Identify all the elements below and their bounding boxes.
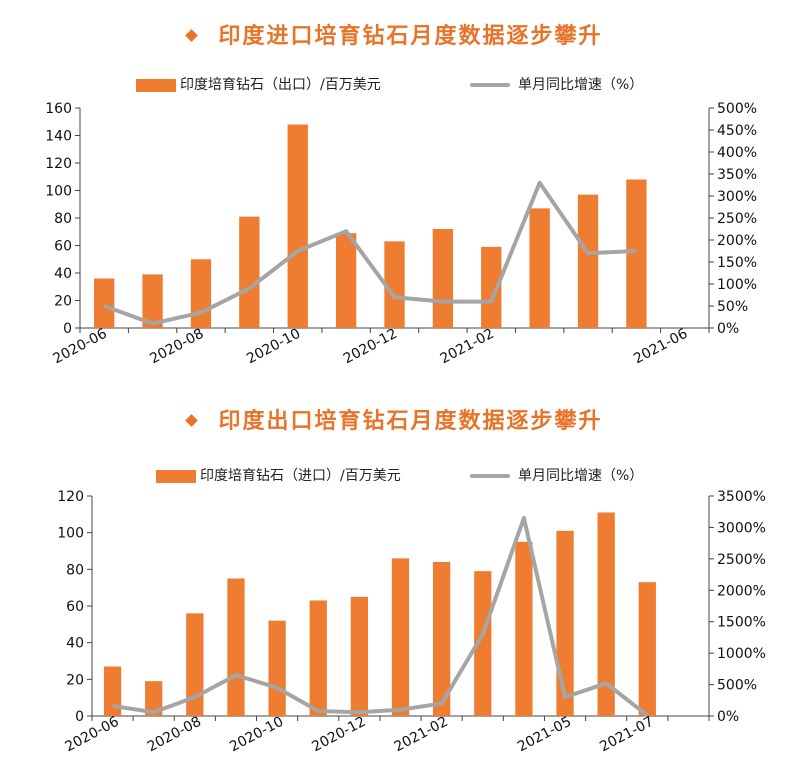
right-tick-label: 0%	[717, 709, 739, 725]
legend-bar: 印度培育钻石（进口）/百万美元	[156, 465, 401, 485]
chart-title: 印度出口培育钻石月度数据逐步攀升	[0, 403, 790, 435]
bar	[186, 613, 204, 716]
left-tick-label: 40	[54, 266, 72, 282]
plot-area: 0 20 40 60 80 100 120 0% 500% 1000% 1500% 2000% 2500…	[57, 489, 766, 755]
left-tick-label: 80	[66, 562, 84, 578]
bar	[529, 208, 550, 328]
bar	[577, 194, 599, 328]
left-tick-label: 160	[45, 101, 72, 117]
growth-line	[112, 516, 649, 717]
legend-bar-label: 印度培育钻石（进口）/百万美元	[200, 468, 401, 484]
legend-line: 单月同比增速（%）	[470, 465, 643, 485]
chart-title: 印度进口培育钻石月度数据逐步攀升	[0, 18, 790, 50]
chart-india-import: 印度进口培育钻石月度数据逐步攀升 印度培育钻石（出口）/百万美元 单月同比增速（…	[0, 0, 790, 385]
right-tick-label: 100%	[717, 277, 757, 293]
legend-line: 单月同比增速（%）	[470, 74, 643, 94]
right-tick-label: 2500%	[717, 552, 766, 568]
bar	[94, 278, 115, 328]
right-tick-label: 1000%	[717, 646, 766, 662]
right-tick-label: 400%	[717, 145, 757, 161]
right-tick-label: 2000%	[717, 583, 766, 599]
left-tick-label: 100	[45, 184, 72, 200]
right-tick-label: 350%	[717, 167, 757, 183]
bar	[309, 600, 327, 716]
left-tick-label: 140	[45, 129, 72, 145]
bar	[384, 241, 405, 328]
left-tick-label: 60	[66, 599, 84, 615]
left-tick-label: 20	[54, 294, 72, 310]
legend: 印度培育钻石（出口）/百万美元 单月同比增速（%）	[0, 74, 790, 98]
right-tick-label: 0%	[717, 321, 739, 337]
bar	[103, 666, 122, 716]
right-tick-label: 300%	[717, 189, 757, 205]
left-tick-label: 120	[57, 489, 84, 505]
bar	[638, 582, 656, 716]
right-tick-label: 50%	[717, 299, 748, 315]
chart-title-text: 印度进口培育钻石月度数据逐步攀升	[218, 24, 603, 49]
bar	[335, 233, 357, 328]
left-tick-label: 40	[66, 636, 84, 652]
left-tick-label: 0	[75, 709, 84, 725]
bar	[481, 246, 502, 328]
bar	[626, 179, 647, 328]
bar	[474, 571, 492, 716]
right-tick-label: 200%	[717, 233, 757, 249]
left-tick-label: 100	[57, 526, 84, 542]
right-tick-label: 250%	[717, 211, 757, 227]
bar-swatch-icon	[136, 78, 176, 92]
line-swatch-icon	[470, 474, 510, 478]
bar	[391, 558, 410, 716]
bar	[239, 216, 260, 328]
plot-area: 0 20 40 60 80 100 120 140 160 0% 50% 100% 150% 200% 25…	[45, 101, 757, 367]
growth-line	[103, 180, 637, 326]
bar	[227, 578, 245, 716]
bar	[268, 620, 286, 716]
right-tick-label: 500%	[717, 101, 757, 117]
legend: 印度培育钻石（进口）/百万美元 单月同比增速（%）	[0, 465, 790, 489]
bar	[190, 259, 212, 328]
legend-line-label: 单月同比增速（%）	[518, 77, 644, 93]
right-tick-label: 500%	[717, 678, 757, 694]
bar-swatch-icon	[156, 469, 196, 483]
bar	[287, 124, 308, 328]
legend-bar: 印度培育钻石（出口）/百万美元	[136, 74, 381, 94]
bar	[432, 562, 451, 716]
bar	[350, 596, 369, 716]
right-tick-label: 1500%	[717, 615, 766, 631]
left-tick-label: 120	[45, 156, 72, 172]
legend-line-label: 单月同比增速（%）	[518, 468, 644, 484]
bar	[142, 274, 163, 328]
right-tick-label: 450%	[717, 123, 757, 139]
left-tick-label: 60	[54, 239, 72, 255]
bar	[145, 681, 163, 716]
bar	[597, 512, 615, 716]
right-tick-label: 3500%	[717, 489, 766, 505]
left-tick-label: 80	[54, 211, 72, 227]
left-tick-label: 0	[63, 321, 72, 337]
chart-india-export: 印度出口培育钻石月度数据逐步攀升 印度培育钻石（进口）/百万美元 单月同比增速（…	[0, 385, 790, 780]
bar	[432, 229, 454, 328]
legend-bar-label: 印度培育钻石（出口）/百万美元	[180, 77, 381, 93]
bar	[515, 541, 533, 716]
line-swatch-icon	[470, 83, 510, 87]
right-tick-label: 150%	[717, 255, 757, 271]
right-tick-label: 3000%	[717, 520, 766, 536]
chart-title-text: 印度出口培育钻石月度数据逐步攀升	[218, 409, 603, 434]
left-tick-label: 20	[66, 672, 84, 688]
